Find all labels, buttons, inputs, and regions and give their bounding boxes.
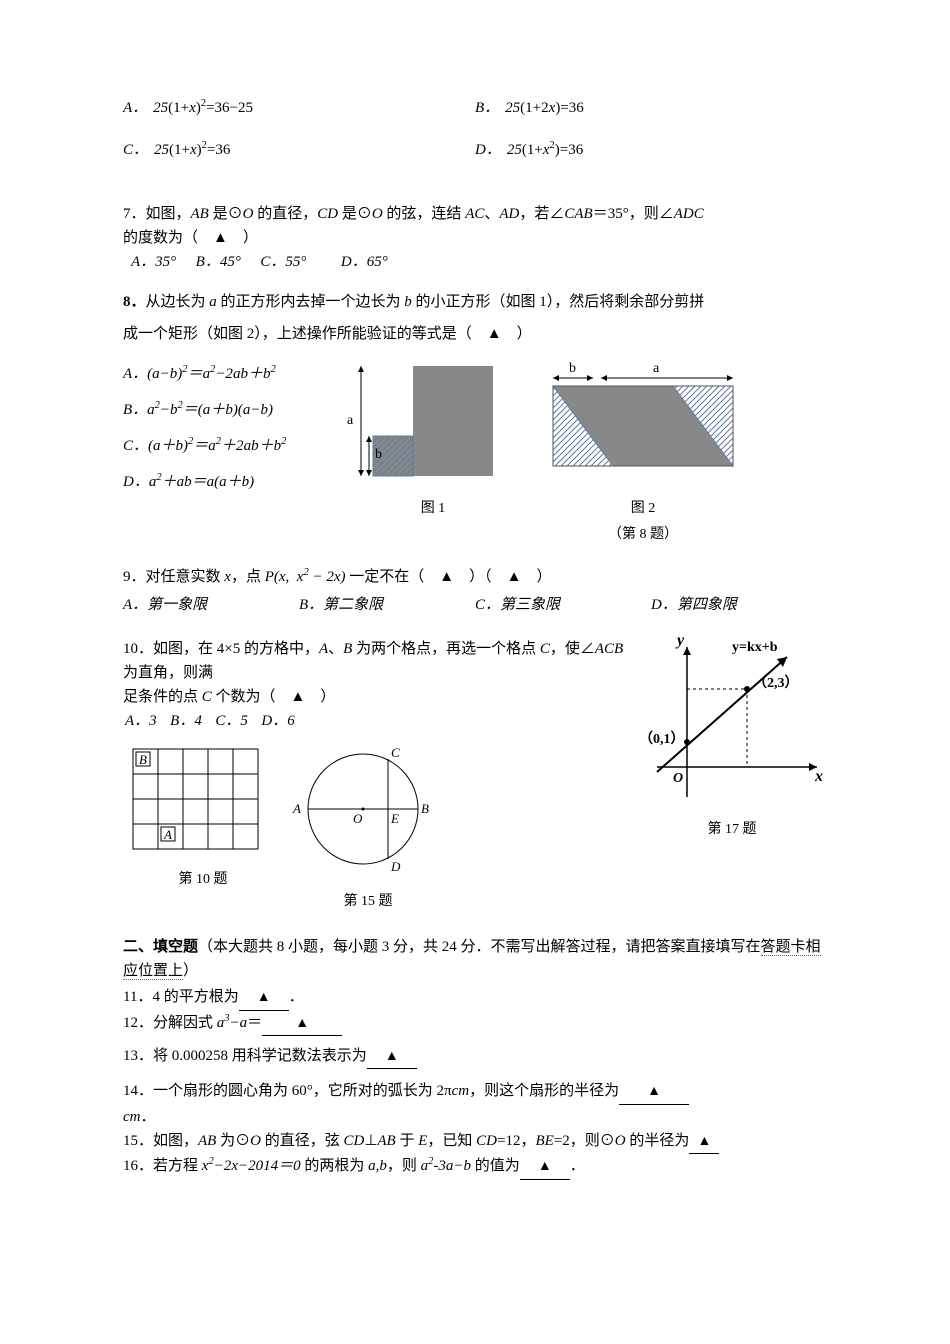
q6-optA: A． 25(1+x)2=36−25 bbox=[123, 96, 475, 120]
q8-options-col: A．(a−b)2＝a2−2ab＋b2 B．a2−b2＝(a＋b)(a−b) C．… bbox=[123, 356, 333, 547]
svg-text:b: b bbox=[569, 361, 576, 376]
q11-blank: ▲ bbox=[239, 985, 289, 1010]
svg-text:y=kx+b: y=kx+b bbox=[732, 640, 778, 655]
q8: 8．从边长为 a 的正方形内去掉一个边长为 b 的小正方形（如图 1），然后将剩… bbox=[123, 290, 827, 547]
q12: 12．分解因式 a3−a＝▲ bbox=[123, 1011, 827, 1036]
q6-options: A． 25(1+x)2=36−25 B． 25(1+2x)=36 C． 25(1… bbox=[123, 96, 827, 162]
svg-text:B: B bbox=[139, 752, 147, 767]
svg-text:a: a bbox=[653, 361, 660, 376]
q15-figure: A B C D O E 第 15 题 bbox=[283, 739, 453, 913]
q7-options: A．35° B．45° C．55° D．65° bbox=[131, 250, 827, 274]
svg-text:D: D bbox=[390, 859, 401, 874]
svg-text:E: E bbox=[390, 811, 399, 826]
q9-optD: D．第四象限 bbox=[651, 593, 737, 617]
q12-blank: ▲ bbox=[262, 1011, 342, 1036]
svg-text:A: A bbox=[163, 827, 172, 842]
q10-figure: B A 第 10 题 bbox=[123, 739, 283, 913]
q13-blank: ▲ bbox=[367, 1044, 417, 1069]
svg-text:B: B bbox=[421, 801, 429, 816]
q15-blank: ▲ bbox=[689, 1129, 719, 1154]
q8-fig1: a b 图 1 bbox=[333, 356, 533, 547]
q6-optC-math: 25(1+x)2=36 bbox=[154, 138, 230, 162]
svg-text:（0,1）: （0,1） bbox=[639, 731, 685, 747]
svg-text:y: y bbox=[675, 637, 685, 649]
q6-optB: B． 25(1+2x)=36 bbox=[475, 96, 827, 120]
q12-expr: a3−a bbox=[217, 1015, 247, 1031]
q8-optB: a2−b2＝(a＋b)(a−b) bbox=[147, 402, 273, 418]
fig1-b-label: b bbox=[375, 447, 382, 462]
q6-optA-math: 25(1+x)2=36−25 bbox=[153, 96, 253, 120]
q6-optD-math: 25(1+x2)=36 bbox=[507, 138, 583, 162]
q8-optD: a2＋ab＝a(a＋b) bbox=[149, 474, 254, 490]
q9-optA: A．第一象限 bbox=[123, 593, 207, 617]
q8-fig2: b a 图 2 （第 8 题） bbox=[533, 356, 753, 547]
q6-optC: C． 25(1+x)2=36 bbox=[123, 138, 475, 162]
q13: 13．将 0.000258 用科学记数法表示为▲ bbox=[123, 1044, 827, 1069]
svg-text:（2,3）: （2,3） bbox=[753, 675, 799, 691]
q7: 7．如图，AB 是⊙O 的直径，CD 是⊙O 的弦，连结 AC、AD，若∠CAB… bbox=[123, 202, 827, 274]
svg-text:O: O bbox=[353, 811, 363, 826]
svg-text:C: C bbox=[391, 745, 400, 760]
section-2: 二、填空题（本大题共 8 小题，每小题 3 分，共 24 分．不需写出解答过程，… bbox=[123, 935, 827, 983]
svg-text:x: x bbox=[814, 768, 823, 785]
q15: 15．如图，AB 为⊙O 的直径，弦 CD⊥AB 于 E，已知 CD=12，BE… bbox=[123, 1129, 827, 1154]
q10: y x O y=kx+b （2,3） （0,1） 第 17 题 10．如图，在 … bbox=[123, 637, 827, 913]
svg-text:A: A bbox=[292, 801, 301, 816]
q16-blank: ▲ bbox=[520, 1154, 570, 1179]
q8-optA: (a−b)2＝a2−2ab＋b2 bbox=[147, 366, 276, 382]
q14: 14．一个扇形的圆心角为 60°，它所对的弧长为 2πcm，则这个扇形的半径为▲… bbox=[123, 1079, 827, 1128]
svg-text:O: O bbox=[673, 771, 683, 786]
q9: 9．对任意实数 x，点 P(x, x2 − 2x) 一定不在（ ▲ ）（ ▲ ）… bbox=[123, 565, 827, 617]
q16-eq: x2−2x−2014＝0 bbox=[202, 1158, 301, 1174]
q8-optC: (a＋b)2＝a2＋2ab＋b2 bbox=[148, 438, 286, 454]
q17-figure: y x O y=kx+b （2,3） （0,1） 第 17 题 bbox=[637, 637, 827, 841]
q14-blank: ▲ bbox=[619, 1079, 689, 1104]
fig1-a-label: a bbox=[347, 413, 354, 428]
q6-optD: D． 25(1+x2)=36 bbox=[475, 138, 827, 162]
q9-optB: B．第二象限 bbox=[299, 593, 383, 617]
q11: 11．4 的平方根为▲． bbox=[123, 985, 827, 1010]
q9-point: P(x, x2 − 2x) bbox=[265, 569, 346, 585]
q6-optB-math: 25(1+2x)=36 bbox=[505, 96, 584, 120]
q9-optC: C．第三象限 bbox=[475, 593, 560, 617]
q16-expr: a2-3a−b bbox=[421, 1158, 471, 1174]
q16: 16．若方程 x2−2x−2014＝0 的两根为 a,b，则 a2-3a−b 的… bbox=[123, 1154, 827, 1179]
